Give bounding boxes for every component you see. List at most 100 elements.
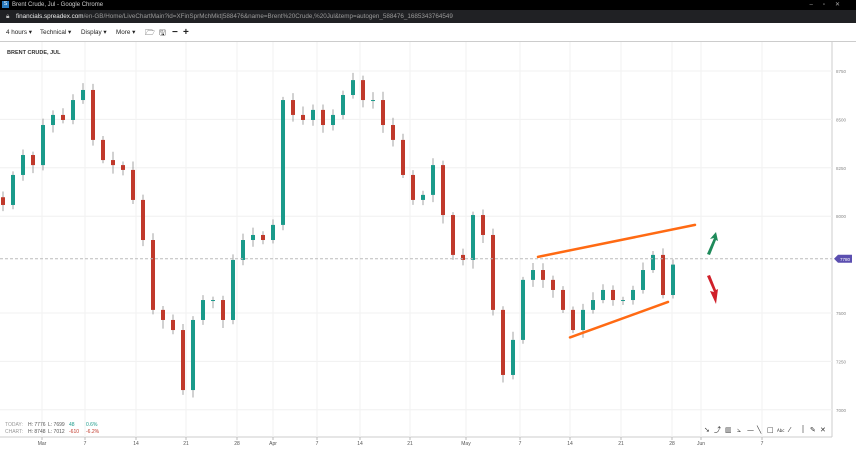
close-icon[interactable]: ✕: [820, 426, 826, 434]
today-label: TODAY:: [5, 422, 23, 428]
candle-body: [361, 80, 365, 101]
display-dropdown[interactable]: Display ▾: [81, 29, 107, 36]
x-tick-label: 14: [567, 441, 573, 447]
candle-body: [161, 309, 165, 320]
x-tick-label: 14: [357, 441, 363, 447]
pencil-icon[interactable]: ✎: [810, 426, 816, 434]
url-host: financials.spreadex.com: [16, 13, 84, 20]
fib-icon[interactable]: ▥: [725, 426, 732, 434]
y-tick-label: 7500: [836, 311, 847, 316]
x-tick-label: Apr: [269, 441, 277, 447]
y-tick-label: 7250: [836, 359, 847, 364]
current-price-marker: [834, 254, 852, 263]
candle-body: [101, 139, 105, 161]
candle-body: [21, 155, 25, 175]
zoom-out-icon[interactable]: −: [172, 27, 178, 38]
candle-body: [321, 109, 325, 126]
candle-body: [61, 114, 65, 120]
candle-body: [211, 300, 215, 302]
candle-body: [41, 125, 45, 166]
x-tick-label: 21: [618, 441, 624, 447]
candle-body: [601, 289, 605, 301]
chart-high: H: 8748: [28, 429, 46, 435]
candle-body: [271, 224, 275, 241]
candle-body: [461, 254, 465, 260]
pointer-icon[interactable]: ➘: [704, 426, 710, 434]
interval-dropdown[interactable]: 4 hours ▾: [6, 29, 32, 36]
candle-body: [671, 264, 675, 295]
candle-body: [311, 109, 315, 120]
save-icon[interactable]: 🖫: [159, 28, 166, 37]
y-tick-label: 8000: [836, 214, 847, 219]
candle-body: [411, 174, 415, 200]
candle-body: [341, 95, 345, 115]
candle-body: [651, 254, 655, 271]
candle-body: [641, 270, 645, 290]
candle-body: [91, 89, 95, 140]
support-trendline: [568, 300, 670, 339]
candle-body: [571, 309, 575, 331]
lock-icon: 🔒︎: [6, 13, 10, 20]
window-controls[interactable]: –▫✕: [809, 2, 850, 8]
candle-body: [281, 100, 285, 225]
app-logo-icon: S: [2, 1, 9, 8]
candle-body: [561, 289, 565, 310]
resistance-trendline: [536, 223, 697, 259]
candle-body: [201, 300, 205, 320]
ray-icon[interactable]: ⁄: [787, 426, 792, 434]
candle-body: [451, 215, 455, 255]
arrow-down-icon: [707, 275, 718, 304]
candle-body: [141, 199, 145, 241]
candle-body: [551, 279, 555, 290]
x-tick-label: 21: [407, 441, 413, 447]
candle-body: [291, 100, 295, 115]
hline-icon[interactable]: —: [747, 426, 754, 434]
candle-body: [241, 240, 245, 260]
candle-body: [251, 234, 255, 241]
fan-icon[interactable]: ⦣: [737, 426, 741, 434]
more-dropdown[interactable]: More ▾: [116, 29, 136, 36]
technical-dropdown[interactable]: Technical ▾: [40, 29, 72, 36]
candle-body: [541, 270, 545, 280]
y-tick-label: 8500: [836, 117, 847, 122]
candle-body: [401, 139, 405, 175]
today-high: H: 7776: [28, 422, 46, 428]
candle-body: [531, 270, 535, 280]
x-tick-label: Mar: [38, 441, 47, 447]
folder-open-icon[interactable]: 🗁: [145, 28, 155, 37]
text-icon[interactable]: Abc: [777, 428, 784, 433]
chart-change: -610: [69, 429, 79, 435]
candle-body: [391, 125, 395, 140]
candle-body: [191, 319, 195, 391]
x-tick-label: 28: [669, 441, 675, 447]
candle-body: [421, 194, 425, 200]
candle-body: [1, 197, 5, 205]
today-low: L: 7699: [48, 422, 65, 428]
x-tick-label: 21: [183, 441, 189, 447]
price-chart[interactable]: 8750 8500 8250 8000 7500 7250 7000 Mar 7 14 21 28 Ap…: [0, 42, 856, 449]
x-tick-label: 14: [133, 441, 139, 447]
candle-body: [231, 259, 235, 320]
rectangle-icon[interactable]: □: [767, 426, 774, 434]
candle-body: [221, 300, 225, 320]
window-titlebar: S Brent Crude, Jul - Google Chrome –▫✕: [0, 0, 856, 10]
candle-body: [131, 169, 135, 200]
zoom-in-icon[interactable]: +: [183, 27, 189, 38]
candle-body: [151, 240, 155, 310]
candle-body: [471, 215, 475, 260]
curve-icon[interactable]: ⤴: [714, 425, 721, 434]
candle-body: [491, 234, 495, 310]
line-icon[interactable]: ╲: [756, 425, 762, 434]
candle-body: [481, 215, 485, 235]
drawing-toolbar: ➘ ⤴ ▥ ⦣ — ╲ □ Abc ⁄ ✎ ✕: [704, 425, 826, 434]
chart-title: BRENT CRUDE, JUL: [7, 50, 61, 56]
x-tick-label: 28: [234, 441, 240, 447]
candle-body: [591, 300, 595, 310]
candle-body: [511, 339, 515, 375]
candle-body: [181, 330, 185, 391]
address-bar[interactable]: 🔒︎ financials.spreadex.com/en-GB/Home/Li…: [0, 10, 856, 23]
candle-body: [331, 114, 335, 126]
stats-panel: TODAY: H: 7776 L: 7699 48 0.6% CHART: H:…: [5, 422, 100, 435]
today-percent: 0.6%: [86, 422, 98, 428]
candle-body: [81, 89, 85, 101]
